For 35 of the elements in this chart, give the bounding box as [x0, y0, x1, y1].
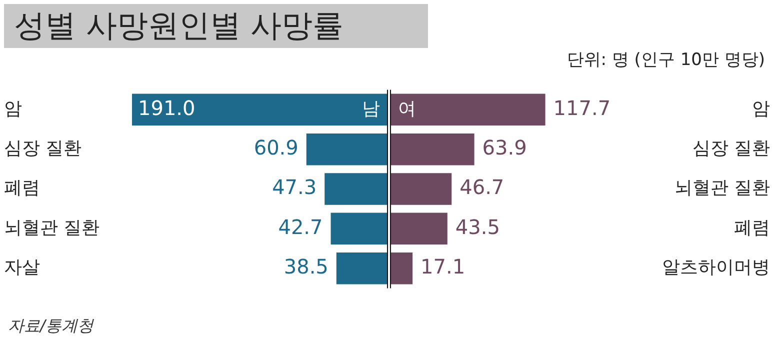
data-label: 43.5 [455, 214, 500, 239]
bar [390, 94, 546, 126]
data-label: 46.7 [460, 175, 504, 200]
data-label: 38.5 [284, 254, 328, 279]
series-label: 남 [362, 98, 380, 120]
y-tick-label: 뇌혈관 질환 [674, 178, 770, 199]
bar [306, 133, 388, 166]
data-label: 17.1 [420, 254, 466, 279]
series-label: 여 [398, 98, 416, 120]
bar [132, 94, 388, 126]
bar [390, 212, 448, 245]
bar [336, 252, 388, 284]
y-tick-label: 뇌혈관 질환 [4, 217, 100, 238]
y-tick-label: 심장 질환 [692, 138, 770, 159]
text: 자료/통계청 [8, 316, 94, 337]
y-tick-label: 자살 [4, 257, 40, 278]
chart-title: 성별 사망원인별 사망률 [4, 4, 428, 48]
y-tick-label: 알츠하이머병 [662, 257, 770, 278]
data-label: 191.0 [138, 96, 196, 120]
y-tick-label: 심장 질환 [4, 138, 82, 159]
data-label: 42.7 [278, 214, 323, 239]
bar [324, 173, 388, 205]
y-tick-label: 암 [4, 98, 22, 120]
bar [390, 133, 474, 166]
bar [390, 252, 413, 284]
y-tick-label: 폐렴 [734, 217, 770, 238]
bar [330, 212, 388, 245]
data-label: 63.9 [482, 136, 527, 160]
bar [390, 173, 452, 205]
y-tick-label: 폐렴 [4, 178, 40, 199]
data-label: 60.9 [254, 136, 298, 160]
data-label: 117.7 [553, 96, 611, 120]
y-tick-label: 암 [752, 98, 770, 120]
text: 단위: 명 (인구 10만 명당) [566, 49, 765, 71]
data-label: 47.3 [272, 175, 317, 200]
